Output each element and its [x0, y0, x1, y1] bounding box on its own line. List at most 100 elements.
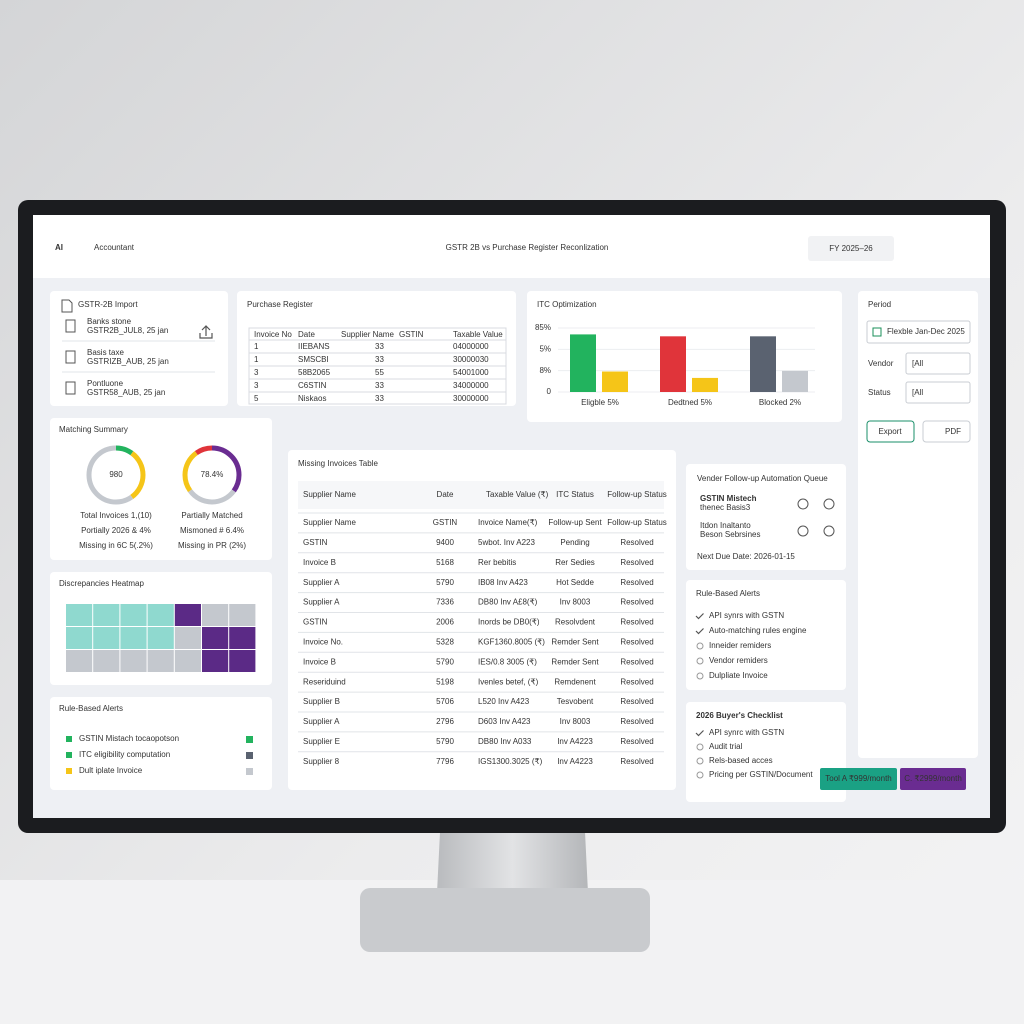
column-header: GSTIN [399, 330, 424, 339]
cell: 5706 [436, 697, 454, 706]
cell: L520 Inv A423 [478, 697, 530, 706]
export-button[interactable] [866, 420, 915, 443]
checklist-panel [686, 702, 846, 802]
summary-line: Mismoned # 6.4% [180, 526, 244, 535]
bar [750, 336, 776, 392]
stand-neck [437, 832, 588, 893]
import-panel [50, 291, 228, 406]
cell: 55 [375, 368, 384, 377]
cell: IES/0.8 3005 (₹) [478, 657, 537, 666]
action-icon[interactable] [797, 525, 809, 537]
queue-sub: Beson Sebrsines [700, 530, 760, 539]
cell: 3 [254, 381, 259, 390]
logo-text: Accountant [94, 243, 135, 252]
due-date: Next Due Date: 2026-01-15 [697, 552, 795, 561]
alert-item: Dult iplate Invoice [79, 766, 143, 775]
column-header: Date [437, 490, 454, 499]
button-label: Export [878, 427, 902, 436]
missing-panel [288, 450, 676, 790]
select-value: [All [912, 388, 923, 397]
cell: Invoice No. [303, 638, 343, 647]
cell: 30000030 [453, 355, 489, 364]
panel-title: ITC Optimization [537, 300, 597, 309]
plan-label: C. ₹2999/month [904, 774, 962, 783]
cell: 7796 [436, 757, 454, 766]
heatmap-cell [147, 604, 174, 626]
file-icon [65, 381, 76, 395]
cell: Remdenent [554, 677, 596, 686]
category-label: Blocked 2% [759, 398, 801, 407]
action-icon[interactable] [797, 498, 809, 510]
file-label: Banks stone [87, 317, 132, 326]
heatmap-cell [120, 604, 147, 626]
select-value: [All [912, 359, 923, 368]
status-select[interactable] [905, 381, 971, 404]
bar [782, 370, 808, 392]
cell: Follow-up Status [607, 518, 667, 527]
axis-label: 0 [547, 387, 552, 396]
cell: 34000000 [453, 381, 489, 390]
cell: SMSCBI [298, 355, 329, 364]
bar [570, 334, 596, 392]
action-icon[interactable] [823, 525, 835, 537]
cell: 33 [375, 342, 384, 351]
cell: Resolved [620, 538, 653, 547]
donut-segment [86, 445, 146, 505]
column-header: Supplier Name [303, 490, 356, 499]
column-header: Supplier Name [341, 330, 394, 339]
cell: Remder Sent [551, 638, 599, 647]
bullet [696, 642, 704, 650]
bullet [696, 771, 704, 779]
cell: Resolved [620, 657, 653, 666]
filter-label: Period [868, 300, 891, 309]
plan-label: Tool A ₹999/month [825, 774, 891, 783]
cell: 33 [375, 394, 384, 403]
alert-item: ITC eligibility computation [79, 750, 170, 759]
bar [692, 377, 718, 392]
filter-label: Status [868, 388, 891, 397]
status-dot [66, 752, 72, 758]
cell: C6STIN [298, 381, 327, 390]
checklist-item: Audit trial [709, 742, 743, 751]
cell: Supplier Name [303, 518, 356, 527]
bar [660, 336, 686, 392]
date-input[interactable] [866, 320, 971, 344]
action-icon[interactable] [823, 498, 835, 510]
alert-item: Auto-matching rules engine [709, 626, 807, 635]
vendor-select[interactable] [905, 352, 971, 375]
donut-segment [182, 445, 242, 505]
cell: Inv 8003 [560, 598, 591, 607]
file-icon [65, 350, 76, 364]
pdf-button[interactable] [922, 420, 971, 443]
cell: Supplier E [303, 737, 340, 746]
heatmap-cell [202, 604, 229, 626]
donut-segment [182, 445, 242, 505]
alert-item: Vendor remiders [709, 656, 768, 665]
plan-button[interactable] [820, 768, 897, 790]
bullet [696, 743, 704, 751]
heatmap-cell [66, 650, 93, 672]
category-label: Eligble 5% [581, 398, 619, 407]
heatmap-cell [202, 650, 229, 672]
queue-name: GSTIN Mistech [700, 494, 757, 503]
cell: 33 [375, 381, 384, 390]
date-value: Flexble Jan-Dec 2025 [887, 327, 965, 336]
purchase-panel [237, 291, 516, 406]
file-name: GSTR58_AUB, 25 jan [87, 388, 165, 397]
cell: 7336 [436, 598, 454, 607]
cell: Invoice Name(₹) [478, 518, 538, 527]
upload-button[interactable] [199, 325, 213, 339]
cell: Supplier A [303, 717, 340, 726]
cell: Tesvobent [557, 697, 594, 706]
cell: Inords be DB0(₹) [478, 618, 540, 627]
kpi-value: 78.4% [201, 470, 224, 479]
plan-button[interactable] [900, 768, 966, 790]
category-label: Dedtned 5% [668, 398, 712, 407]
alert-item: Dulpliate Invoice [709, 671, 768, 680]
status-dot [66, 736, 72, 742]
cell: Pending [560, 538, 589, 547]
bullet [696, 672, 704, 680]
heatmap-cell [120, 650, 147, 672]
calendar-icon [872, 327, 882, 337]
